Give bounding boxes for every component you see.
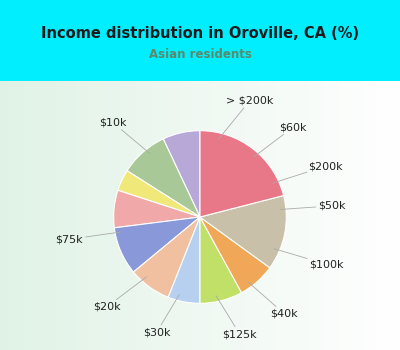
Text: $50k: $50k <box>280 201 346 211</box>
Text: $20k: $20k <box>94 277 146 312</box>
Text: $10k: $10k <box>100 118 150 154</box>
Text: > $200k: > $200k <box>219 96 273 139</box>
Text: $75k: $75k <box>55 232 121 244</box>
Text: $100k: $100k <box>274 248 344 269</box>
Text: $40k: $40k <box>248 282 298 318</box>
Text: $30k: $30k <box>143 295 179 337</box>
Wedge shape <box>168 217 200 303</box>
Wedge shape <box>127 139 200 217</box>
Wedge shape <box>163 131 200 217</box>
Wedge shape <box>200 217 270 293</box>
Wedge shape <box>200 217 242 303</box>
Wedge shape <box>200 131 284 217</box>
Wedge shape <box>134 217 200 297</box>
Text: $60k: $60k <box>254 122 306 157</box>
Wedge shape <box>118 171 200 217</box>
Text: Asian residents: Asian residents <box>148 48 252 61</box>
Text: $125k: $125k <box>216 296 257 339</box>
Wedge shape <box>114 217 200 272</box>
Wedge shape <box>200 196 286 268</box>
Wedge shape <box>114 190 200 228</box>
Text: $200k: $200k <box>273 161 342 183</box>
Text: Income distribution in Oroville, CA (%): Income distribution in Oroville, CA (%) <box>41 26 359 41</box>
